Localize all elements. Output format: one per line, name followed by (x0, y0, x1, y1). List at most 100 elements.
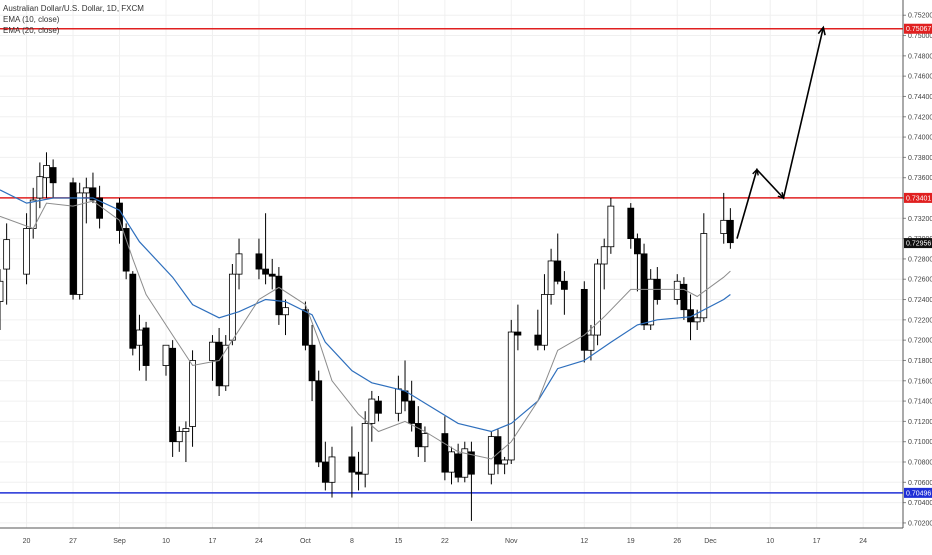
candle-body (282, 307, 289, 316)
projection-arrowhead (777, 192, 785, 200)
x-tick-label: 19 (627, 538, 635, 545)
y-tick-label: 0.73600 (908, 175, 932, 182)
x-tick-label: 10 (766, 538, 774, 545)
x-tick-label: 10 (162, 538, 170, 545)
candle-body (414, 423, 422, 448)
candle-body (302, 309, 309, 346)
y-tick-label: 0.73200 (908, 216, 932, 223)
candle-body (680, 283, 688, 311)
candle-body (215, 341, 223, 387)
candle-body (647, 278, 655, 326)
candle-body (228, 273, 236, 341)
candle-body (142, 327, 150, 366)
candle-body (627, 207, 635, 240)
candle-body (23, 228, 30, 275)
candle-body (594, 263, 601, 336)
candle-body (209, 341, 216, 361)
y-tick-label: 0.71000 (908, 439, 932, 446)
level-price-label: 0.70496 (906, 490, 931, 497)
candle-body (162, 344, 170, 366)
y-tick-label: 0.75200 (908, 13, 932, 20)
candle-body (328, 456, 336, 483)
candle-body (348, 456, 356, 473)
candle-body (268, 273, 276, 277)
level-price-tag (904, 23, 932, 34)
candle-body (720, 219, 728, 234)
candle-body (560, 280, 568, 290)
candle-body (700, 233, 708, 319)
y-tick-label: 0.70800 (908, 460, 932, 467)
current-price-label: 0.72956 (906, 241, 931, 248)
x-tick-label: 17 (813, 538, 821, 545)
y-tick-label: 0.72600 (908, 277, 932, 284)
y-tick-label: 0.74000 (908, 135, 932, 142)
y-tick-label: 0.74800 (908, 53, 932, 60)
y-tick-label: 0.74600 (908, 74, 932, 81)
projection-arrowhead (752, 168, 759, 176)
y-tick-label: 0.71800 (908, 358, 932, 365)
chart-legend: Australian Dollar/U.S. Dollar, 1D, FXCM … (3, 3, 144, 36)
ema10-line (0, 200, 731, 460)
ema10-legend: EMA (10, close) (3, 15, 60, 24)
x-tick-label: 24 (859, 538, 867, 545)
candle-body (507, 331, 515, 461)
candle-body (308, 344, 316, 382)
candle-body (634, 238, 641, 255)
y-tick-label: 0.71200 (908, 419, 932, 426)
candle-body (580, 288, 588, 351)
candle-body (182, 428, 190, 432)
candle-body (43, 165, 50, 179)
x-tick-label: 24 (255, 538, 263, 545)
x-tick-label: Sep (113, 538, 126, 545)
candle-body (355, 471, 362, 475)
x-tick-label: 20 (23, 538, 31, 545)
candle-body (36, 176, 44, 199)
x-tick-label: 8 (350, 538, 354, 545)
x-tick-label: Dec (704, 538, 717, 545)
candle-body (587, 334, 595, 351)
x-tick-label: 22 (441, 538, 449, 545)
candle-body (394, 388, 402, 414)
x-tick-label: Nov (505, 538, 518, 545)
candle-body (235, 253, 243, 275)
candle-body (726, 219, 734, 244)
y-tick-label: 0.72000 (908, 338, 932, 345)
candle-body (541, 294, 548, 346)
candle-body (361, 423, 369, 475)
level-price-tag (904, 192, 932, 203)
candle-body (501, 459, 509, 465)
ema20-line (0, 189, 731, 433)
candle-body (76, 192, 84, 295)
projection-arrowhead (817, 25, 826, 36)
candle-body (89, 187, 97, 201)
candle-body (255, 253, 263, 270)
candle-body (547, 260, 555, 295)
candle-body (315, 380, 323, 463)
candle-body (116, 202, 123, 231)
candle-body (408, 400, 416, 424)
y-tick-label: 0.70200 (908, 520, 932, 527)
candle-body (222, 344, 230, 387)
x-tick-label: 17 (209, 538, 217, 545)
candle-body (82, 187, 90, 194)
y-tick-label: 0.72200 (908, 317, 932, 324)
candle-body (514, 331, 522, 336)
candle-body (169, 347, 177, 443)
level-price-tag (904, 487, 932, 498)
y-tick-label: 0.73800 (908, 155, 932, 162)
candle-body (275, 275, 283, 316)
candle-body (136, 329, 143, 346)
candle-body (3, 239, 11, 270)
candle-body (448, 451, 455, 473)
candle-body (487, 436, 495, 475)
x-tick-label: 15 (394, 538, 402, 545)
y-tick-label: 0.72800 (908, 256, 932, 263)
y-tick-label: 0.71600 (908, 378, 932, 385)
y-tick-label: 0.70600 (908, 480, 932, 487)
level-price-label: 0.75067 (906, 26, 931, 33)
candle-body (421, 433, 429, 448)
candle-body (262, 268, 269, 275)
candle-body (693, 317, 701, 323)
